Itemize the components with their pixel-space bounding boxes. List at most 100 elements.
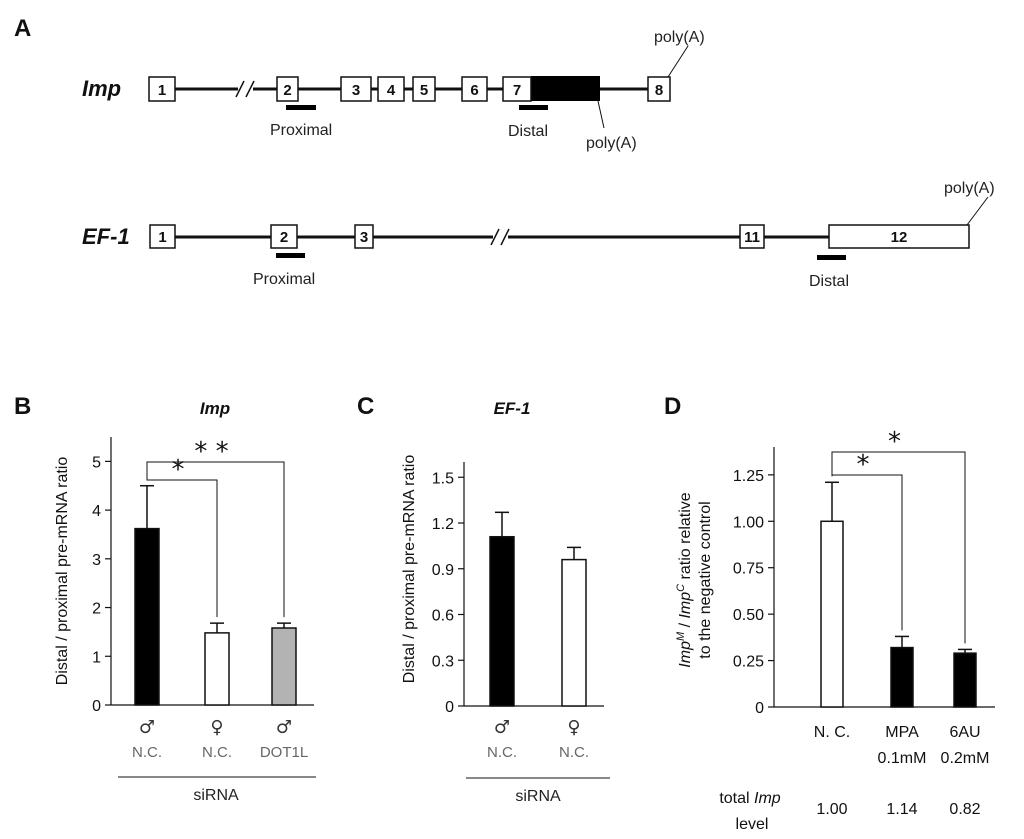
svg-text:1: 1 [158,82,166,99]
imp-exon: 1 [148,76,176,102]
svg-text:3: 3 [352,82,360,99]
total-imp-value: 0.82 [949,801,980,818]
svg-text:4: 4 [387,82,396,99]
bar [561,558,587,707]
bar [953,652,977,708]
svg-text:6: 6 [470,82,478,99]
y-tick-label: 3 [92,552,101,569]
sex-label: ♂ [276,717,292,738]
ef1-gene-name: EF-1 [82,224,130,249]
x-tick-label: 6AU [949,724,980,741]
significance-label: * [172,455,185,485]
panel-d-letter: D [664,393,681,420]
y-tick-label: 4 [92,503,101,520]
y-axis-title: Distal / proximal pre-mRNA ratio [54,457,71,686]
y-tick-label: 0.3 [432,653,454,670]
sex-label: ♀ [210,717,223,738]
total-imp-label: total Imp [719,790,780,807]
imp-polya-label-long: poly(A) [654,29,705,46]
bar [820,520,844,708]
x-tick-label: N.C. [487,744,517,761]
ef1-distal-label: Distal [809,273,849,290]
y-tick-label: 0.50 [733,607,764,624]
ef1-polya-label: poly(A) [944,180,995,197]
imp-distal-primer [519,105,548,110]
x-axis-title: siRNA [193,787,239,804]
y-tick-label: 0 [755,700,764,717]
imp-extended-utr [531,76,600,101]
svg-text:12: 12 [891,229,908,246]
x-axis-title: siRNA [515,788,561,805]
svg-text:5: 5 [420,82,428,99]
chart-imp-ratio-drugs: D ImpM / ImpC ratio relative to the nega… [664,393,995,833]
chart-title: EF-1 [494,399,531,418]
y-tick-label: 0.9 [432,562,454,579]
chart-title: Imp [200,399,230,418]
panel-b-letter: B [14,393,31,420]
ef1-exon: 11 [739,224,765,249]
svg-text:8: 8 [655,82,663,99]
imp-exon: 8 [647,76,671,102]
sex-label: ♂ [494,717,510,738]
imp-exon: 7 [502,76,532,102]
svg-text:2: 2 [283,82,291,99]
ef1-gene-model: EF-1 1 2 3 11 12 Proximal Distal poly(A) [82,180,995,290]
x-tick-label: N.C. [202,744,232,761]
y-tick-label: 5 [92,454,101,471]
bar [271,627,297,706]
concentration-label: 0.1mM [878,750,927,767]
y-axis-title-line1: ImpM / ImpC ratio relative [675,492,694,668]
y-tick-label: 1.5 [432,470,454,487]
imp-exon: 4 [377,76,405,102]
significance-bracket [146,479,218,618]
imp-polya-label-short: poly(A) [586,135,637,152]
y-tick-label: 0.6 [432,608,454,625]
y-tick-label: 1.25 [733,468,764,485]
ef1-exon: 12 [828,224,970,249]
ef1-exon: 2 [270,224,298,249]
imp-exon: 3 [340,76,372,102]
significance-label: * [888,427,901,457]
y-tick-label: 0 [92,698,101,715]
x-tick-label: N. C. [814,724,850,741]
total-imp-value: 1.14 [886,801,917,818]
imp-proximal-primer [286,105,316,110]
significance-bracket [831,451,966,644]
panel-c-letter: C [357,393,374,420]
total-imp-value: 1.00 [816,801,847,818]
svg-text:2: 2 [280,229,288,246]
svg-text:11: 11 [744,229,760,246]
imp-gene-model: Imp 1 2 3 4 5 6 7 8 Proximal Distal poly… [82,29,705,152]
imp-distal-label: Distal [508,123,548,140]
bar [204,632,230,706]
x-tick-label: DOT1L [260,744,308,761]
imp-gene-name: Imp [82,76,121,101]
x-tick-label: N.C. [132,744,162,761]
sex-label: ♂ [139,717,155,738]
y-tick-label: 0.75 [733,561,764,578]
y-tick-label: 1.00 [733,514,764,531]
panel-a-letter: A [14,15,31,42]
significance-label: * * [194,437,228,467]
chart-imp-ratio: B Imp Distal / proximal pre-mRNA ratio 0… [14,393,316,804]
imp-exon: 6 [461,76,488,102]
y-tick-label: 0.25 [733,654,764,671]
ef1-proximal-primer [276,253,305,258]
imp-proximal-label: Proximal [270,122,332,139]
y-tick-label: 1.2 [432,516,454,533]
ef1-distal-primer [817,255,846,260]
x-tick-label: MPA [885,724,919,741]
svg-text:7: 7 [513,82,521,99]
sex-label: ♀ [567,717,580,738]
x-tick-label: N.C. [559,744,589,761]
svg-text:1: 1 [158,229,166,246]
ef1-exon: 1 [149,224,176,249]
chart-ef1-ratio: C EF-1 Distal / proximal pre-mRNA ratio … [357,393,610,805]
y-tick-label: 2 [92,601,101,618]
bar [489,535,515,707]
ef1-exon: 3 [354,224,374,249]
concentration-label: 0.2mM [941,750,990,767]
imp-exon: 2 [276,76,299,102]
y-axis-title-line2: to the negative control [697,501,714,658]
